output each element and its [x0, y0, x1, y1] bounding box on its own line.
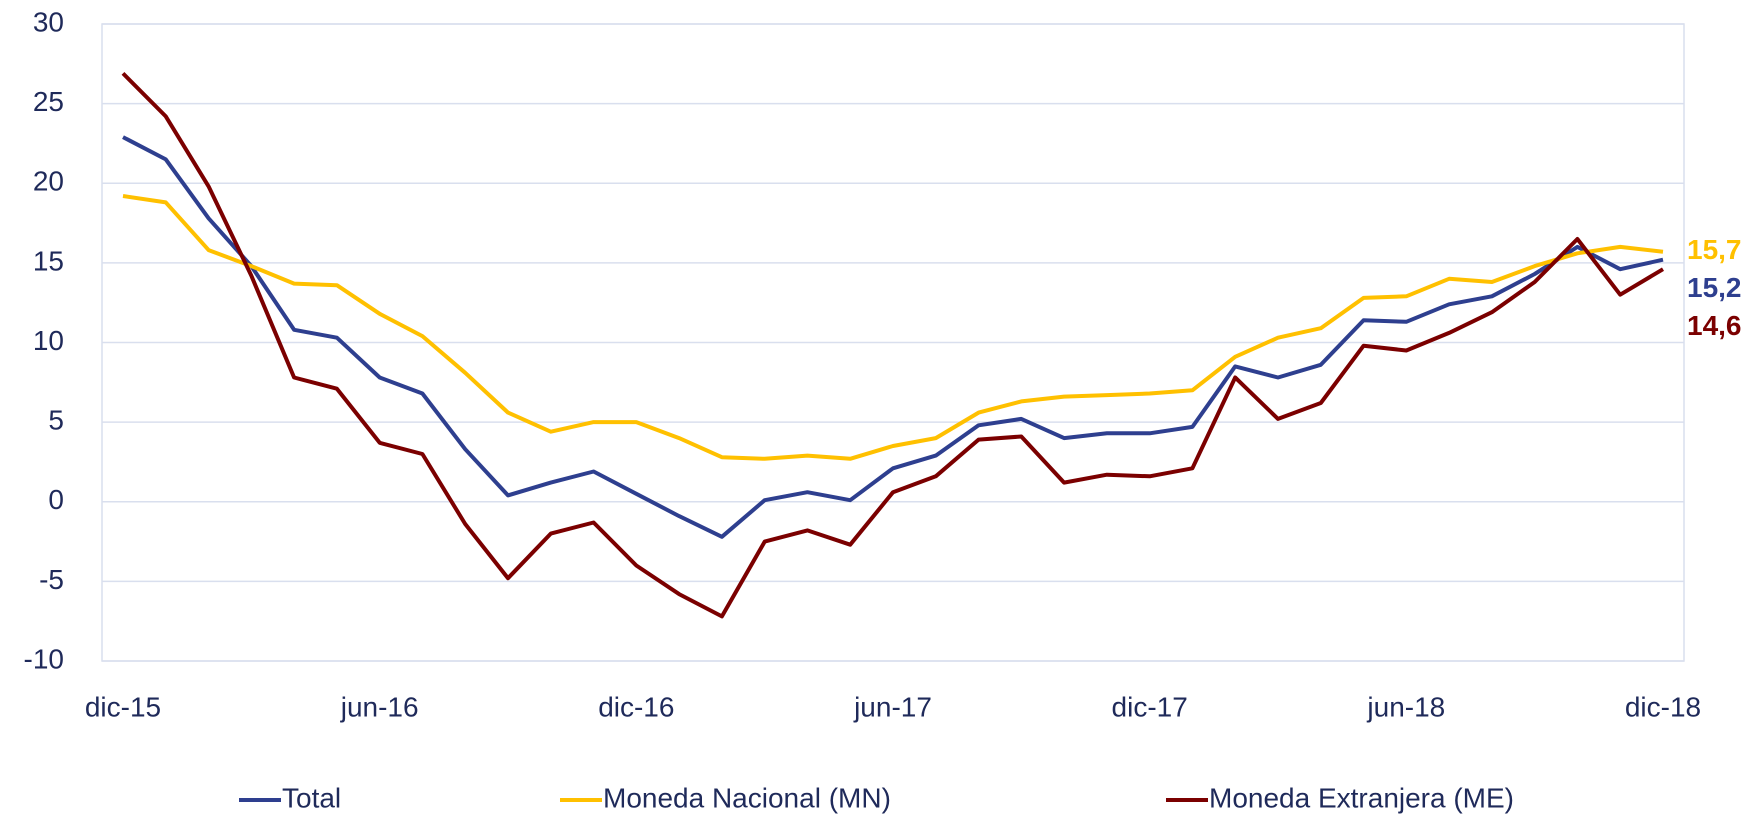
series-line — [122, 194, 1664, 461]
x-tick-label: dic-18 — [1625, 691, 1701, 722]
y-tick-label: 20 — [33, 166, 64, 197]
value-label: 15,7 — [1687, 234, 1742, 265]
value-label: 15,2 — [1687, 272, 1742, 303]
series-line — [121, 71, 1665, 619]
x-tick-label: dic-17 — [1112, 691, 1188, 722]
y-tick-label: -10 — [24, 643, 64, 674]
x-tick-label: dic-16 — [598, 691, 674, 722]
x-tick-label: jun-16 — [340, 691, 419, 722]
legend-label: Moneda Extranjera (ME) — [1209, 782, 1514, 813]
legend-label: Total — [282, 782, 341, 813]
series-line — [122, 135, 1664, 539]
y-tick-label: 5 — [48, 405, 64, 436]
y-tick-label: -5 — [39, 564, 64, 595]
legend-label: Moneda Nacional (MN) — [603, 782, 891, 813]
y-tick-label: 30 — [33, 6, 64, 37]
x-tick-label: jun-18 — [1366, 691, 1445, 722]
y-tick-label: 25 — [33, 86, 64, 117]
y-tick-label: 0 — [48, 484, 64, 515]
x-tick-label: jun-17 — [853, 691, 932, 722]
value-label: 14,6 — [1687, 310, 1742, 341]
x-tick-label: dic-15 — [85, 691, 161, 722]
y-tick-label: 15 — [33, 245, 64, 276]
y-tick-label: 10 — [33, 325, 64, 356]
